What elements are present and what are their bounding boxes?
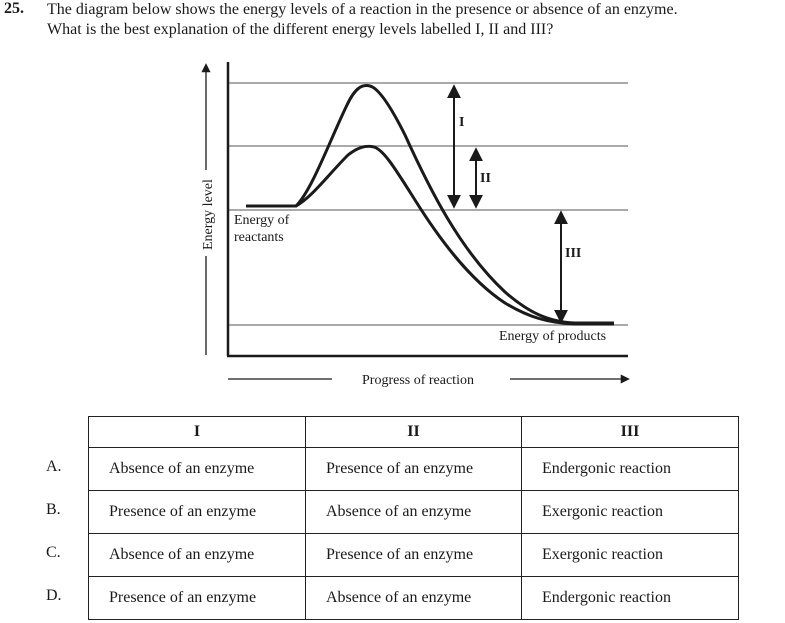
reactants-label-line2: reactants — [234, 230, 284, 245]
cell-a-2: Presence of an enzyme — [305, 447, 522, 491]
question-line-2: What is the best explanation of the diff… — [47, 21, 554, 38]
arrow-label-II: II — [480, 171, 491, 186]
energy-diagram: I II III Energy of reactants Energy of p… — [201, 62, 630, 388]
header-II: II — [305, 416, 522, 448]
reactants-label-line1: Energy of — [234, 213, 290, 228]
table-header-row: I II III — [88, 416, 739, 448]
question-text: The diagram below shows the energy level… — [47, 0, 678, 40]
question-number: 25. — [4, 0, 24, 17]
answer-table: I II III Absence of an enzyme Presence o… — [88, 416, 739, 620]
table-row: Absence of an enzyme Presence of an enzy… — [88, 447, 739, 491]
cell-d-1: Presence of an enzyme — [88, 576, 306, 620]
x-axis-label: Progress of reaction — [362, 373, 474, 388]
arrow-label-III: III — [565, 246, 581, 261]
option-letter-b[interactable]: B. — [46, 501, 61, 518]
option-letter-a[interactable]: A. — [46, 458, 62, 475]
arrow-label-I: I — [459, 115, 464, 130]
y-axis-label: Energy level — [201, 179, 216, 250]
products-label: Energy of products — [499, 329, 606, 344]
cell-d-3: Endergonic reaction — [521, 576, 739, 620]
cell-c-1: Absence of an enzyme — [88, 533, 306, 577]
header-III: III — [521, 416, 739, 448]
cell-b-3: Exergonic reaction — [521, 490, 739, 534]
curve-without-enzyme — [246, 84, 614, 325]
header-I: I — [88, 416, 306, 448]
curve-with-enzyme — [246, 144, 614, 326]
cell-c-3: Exergonic reaction — [521, 533, 739, 577]
cell-b-1: Presence of an enzyme — [88, 490, 306, 534]
cell-a-1: Absence of an enzyme — [88, 447, 306, 491]
option-letter-c[interactable]: C. — [46, 544, 61, 561]
cell-c-2: Presence of an enzyme — [305, 533, 522, 577]
cell-d-2: Absence of an enzyme — [305, 576, 522, 620]
cell-b-2: Absence of an enzyme — [305, 490, 522, 534]
table-row: Presence of an enzyme Absence of an enzy… — [88, 490, 739, 534]
table-row: Absence of an enzyme Presence of an enzy… — [88, 533, 739, 577]
question-line-1: The diagram below shows the energy level… — [47, 1, 678, 18]
option-letter-d[interactable]: D. — [46, 587, 62, 604]
cell-a-3: Endergonic reaction — [521, 447, 739, 491]
table-row: Presence of an enzyme Absence of an enzy… — [88, 576, 739, 620]
